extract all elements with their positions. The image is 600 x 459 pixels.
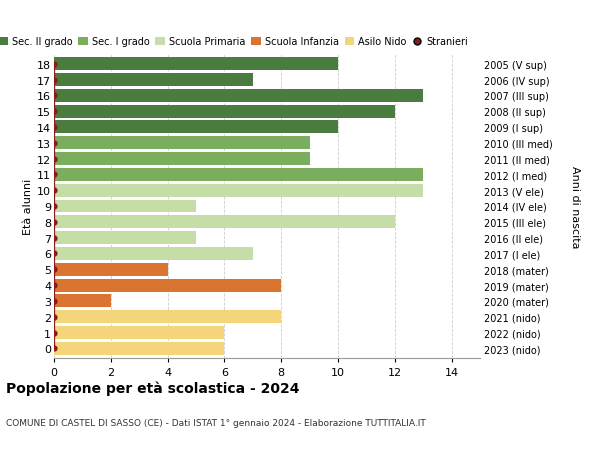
Bar bbox=[54, 263, 167, 276]
Bar bbox=[54, 311, 281, 324]
Legend: Sec. II grado, Sec. I grado, Scuola Primaria, Scuola Infanzia, Asilo Nido, Stran: Sec. II grado, Sec. I grado, Scuola Prim… bbox=[0, 37, 468, 47]
Bar bbox=[54, 137, 310, 150]
Bar bbox=[54, 121, 338, 134]
Y-axis label: Età alunni: Età alunni bbox=[23, 179, 33, 235]
Y-axis label: Anni di nascita: Anni di nascita bbox=[569, 165, 580, 248]
Bar bbox=[54, 168, 423, 181]
Bar bbox=[54, 326, 224, 339]
Bar bbox=[54, 185, 423, 197]
Bar bbox=[54, 74, 253, 87]
Bar bbox=[54, 58, 338, 71]
Text: COMUNE DI CASTEL DI SASSO (CE) - Dati ISTAT 1° gennaio 2024 - Elaborazione TUTTI: COMUNE DI CASTEL DI SASSO (CE) - Dati IS… bbox=[6, 418, 426, 427]
Text: Popolazione per età scolastica - 2024: Popolazione per età scolastica - 2024 bbox=[6, 381, 299, 396]
Bar bbox=[54, 279, 281, 292]
Bar bbox=[54, 232, 196, 245]
Bar bbox=[54, 216, 395, 229]
Bar bbox=[54, 106, 395, 118]
Bar bbox=[54, 200, 196, 213]
Bar bbox=[54, 295, 111, 308]
Bar bbox=[54, 153, 310, 166]
Bar bbox=[54, 90, 423, 102]
Bar bbox=[54, 342, 224, 355]
Bar bbox=[54, 247, 253, 260]
